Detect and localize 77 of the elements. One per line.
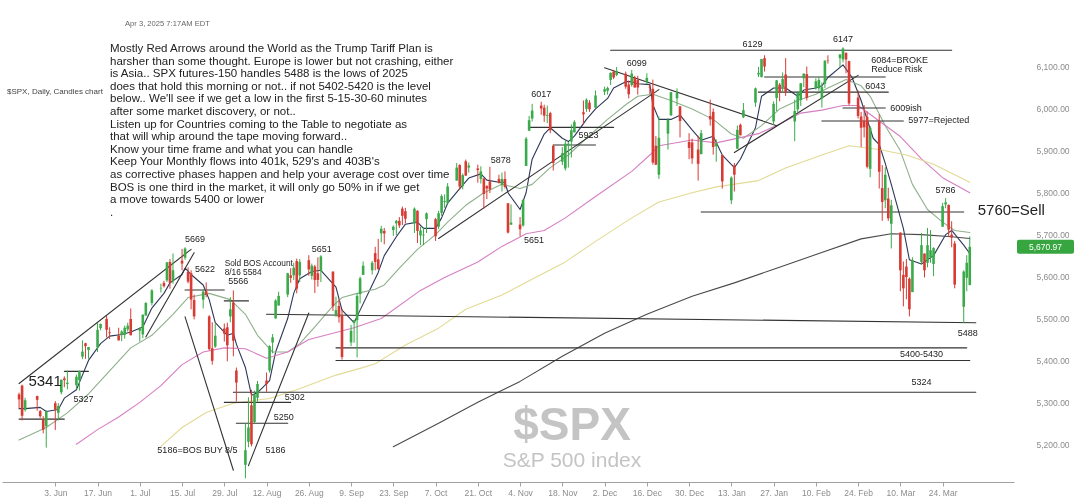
x-tick-label: 15. Jul [170, 487, 196, 498]
annotation: Keep Your Monthly flows into 401k, 529's and 403B's [110, 155, 380, 168]
annotation: 5566 [228, 276, 249, 286]
x-tick-label: 13. Jan [717, 487, 747, 498]
annotation: 5669 [185, 234, 206, 245]
y-tick-label: 5,700.00 [1036, 230, 1070, 241]
annotation: S&P 500 index [502, 448, 642, 471]
annotation: 5878 [490, 154, 511, 165]
x-tick-label: 21. Oct [464, 487, 493, 498]
annotation: 6099 [626, 57, 647, 68]
annotation: Listen up for Countries coming to the Table to negotiate as [110, 117, 408, 130]
x-tick-label: 4. Nov [508, 487, 534, 498]
y-tick-label: 6,000.00 [1036, 104, 1070, 115]
y-tick-label: 5,900.00 [1036, 146, 1070, 157]
x-tick-label: 3. Jun [44, 487, 68, 498]
annotation: harsher than some thought. Europe is lower but not crashing, either [110, 54, 454, 67]
y-tick-label: 6,100.00 [1036, 62, 1070, 73]
annotation: 5341 [28, 372, 62, 390]
annotation: a move towards 5400 or lower [110, 193, 265, 206]
annotation: Sold BOS Account [224, 257, 294, 268]
annotation: 6129 [742, 39, 763, 50]
annotation: 5760=Sell [977, 201, 1045, 219]
x-tick-label: 2. Dec [592, 487, 619, 498]
annotation: 6009ish [890, 103, 922, 114]
x-tick-label: 1. Jul [130, 487, 151, 498]
annotation: 5622 [195, 264, 216, 275]
annotation: 8/16 5584 [224, 266, 262, 277]
x-tick-label: 29. Jul [212, 487, 238, 498]
annotation: Know your time frame and what you can handle [110, 142, 353, 155]
x-tick-label: 30. Dec [674, 487, 705, 498]
annotation: 5186 [265, 445, 286, 456]
x-tick-label: 7. Oct [424, 487, 449, 498]
y-tick-label: 5,200.00 [1036, 439, 1070, 450]
annotation: Mostly Red Arrows around the World as the Trump Tariff Plan is [110, 42, 434, 54]
x-tick-label: 17. Jun [84, 487, 113, 498]
annotation: as corrective phases happen and help your average cost over time [110, 168, 450, 180]
annotation: 5651 [311, 244, 332, 255]
x-tick-label: 24. Feb [844, 487, 874, 498]
y-tick-label: 5,800.00 [1036, 188, 1070, 199]
y-tick-label: 5,400.00 [1036, 355, 1070, 366]
annotation: 5786 [935, 185, 956, 196]
annotation: 5651 [524, 235, 545, 246]
annotation: 6017 [531, 88, 552, 99]
annotation: 5324 [911, 377, 932, 388]
annotation: $SPX [513, 398, 632, 450]
annotation: that will whip around the tape moving forward.. [110, 130, 348, 143]
x-tick-label: 9. Sep [339, 487, 365, 498]
x-tick-label: 23. Sep [379, 487, 409, 498]
x-tick-label: 18. Nov [548, 487, 579, 498]
annotation: . [110, 205, 114, 218]
x-tick-label: 27. Jan [760, 487, 789, 498]
annotation: 5302 [284, 392, 305, 403]
annotation: is Asia.. SPX futures-150 handles 5488 is the lows of 2025 [110, 67, 408, 80]
annotation: 5488 [957, 328, 978, 339]
annotation: 5327 [73, 393, 94, 404]
y-tick-label: 5,300.00 [1036, 397, 1070, 408]
x-tick-label: 12. Aug [252, 487, 282, 498]
text: $SPX, Daily, Candles chart [7, 86, 104, 96]
x-tick-label: 16. Dec [632, 487, 663, 498]
x-tick-label: 10. Mar [886, 487, 916, 498]
annotation: 5977=Rejected [908, 115, 970, 126]
x-tick-label: 10. Feb [801, 487, 832, 498]
annotation: Reduce Risk [871, 64, 923, 75]
annotation: 6084=BROKE [871, 55, 929, 66]
annotation: 5250 [273, 412, 294, 423]
y-tick-label: 5,500.00 [1036, 314, 1070, 325]
text: 5,670.97 [1028, 241, 1063, 252]
annotation: 6043 [865, 81, 886, 92]
annotation: below.. We'll see if we get a low in the first 5-15-30-60 minutes [110, 92, 428, 105]
annotation: 6147 [832, 34, 854, 45]
x-tick-label: 26. Aug [294, 487, 324, 498]
annotation: after some market discovery, or not.. [110, 105, 296, 117]
x-tick-label: 24. Mar [928, 487, 958, 498]
annotation: does that hold this morning or not.. if not 5402-5420 is the level [110, 79, 431, 92]
y-tick-label: 5,600.00 [1036, 272, 1070, 283]
annotation: 5400-5430 [899, 349, 943, 360]
annotation: BOS is one third in the market, it will only go 50% in if we get [110, 180, 421, 193]
